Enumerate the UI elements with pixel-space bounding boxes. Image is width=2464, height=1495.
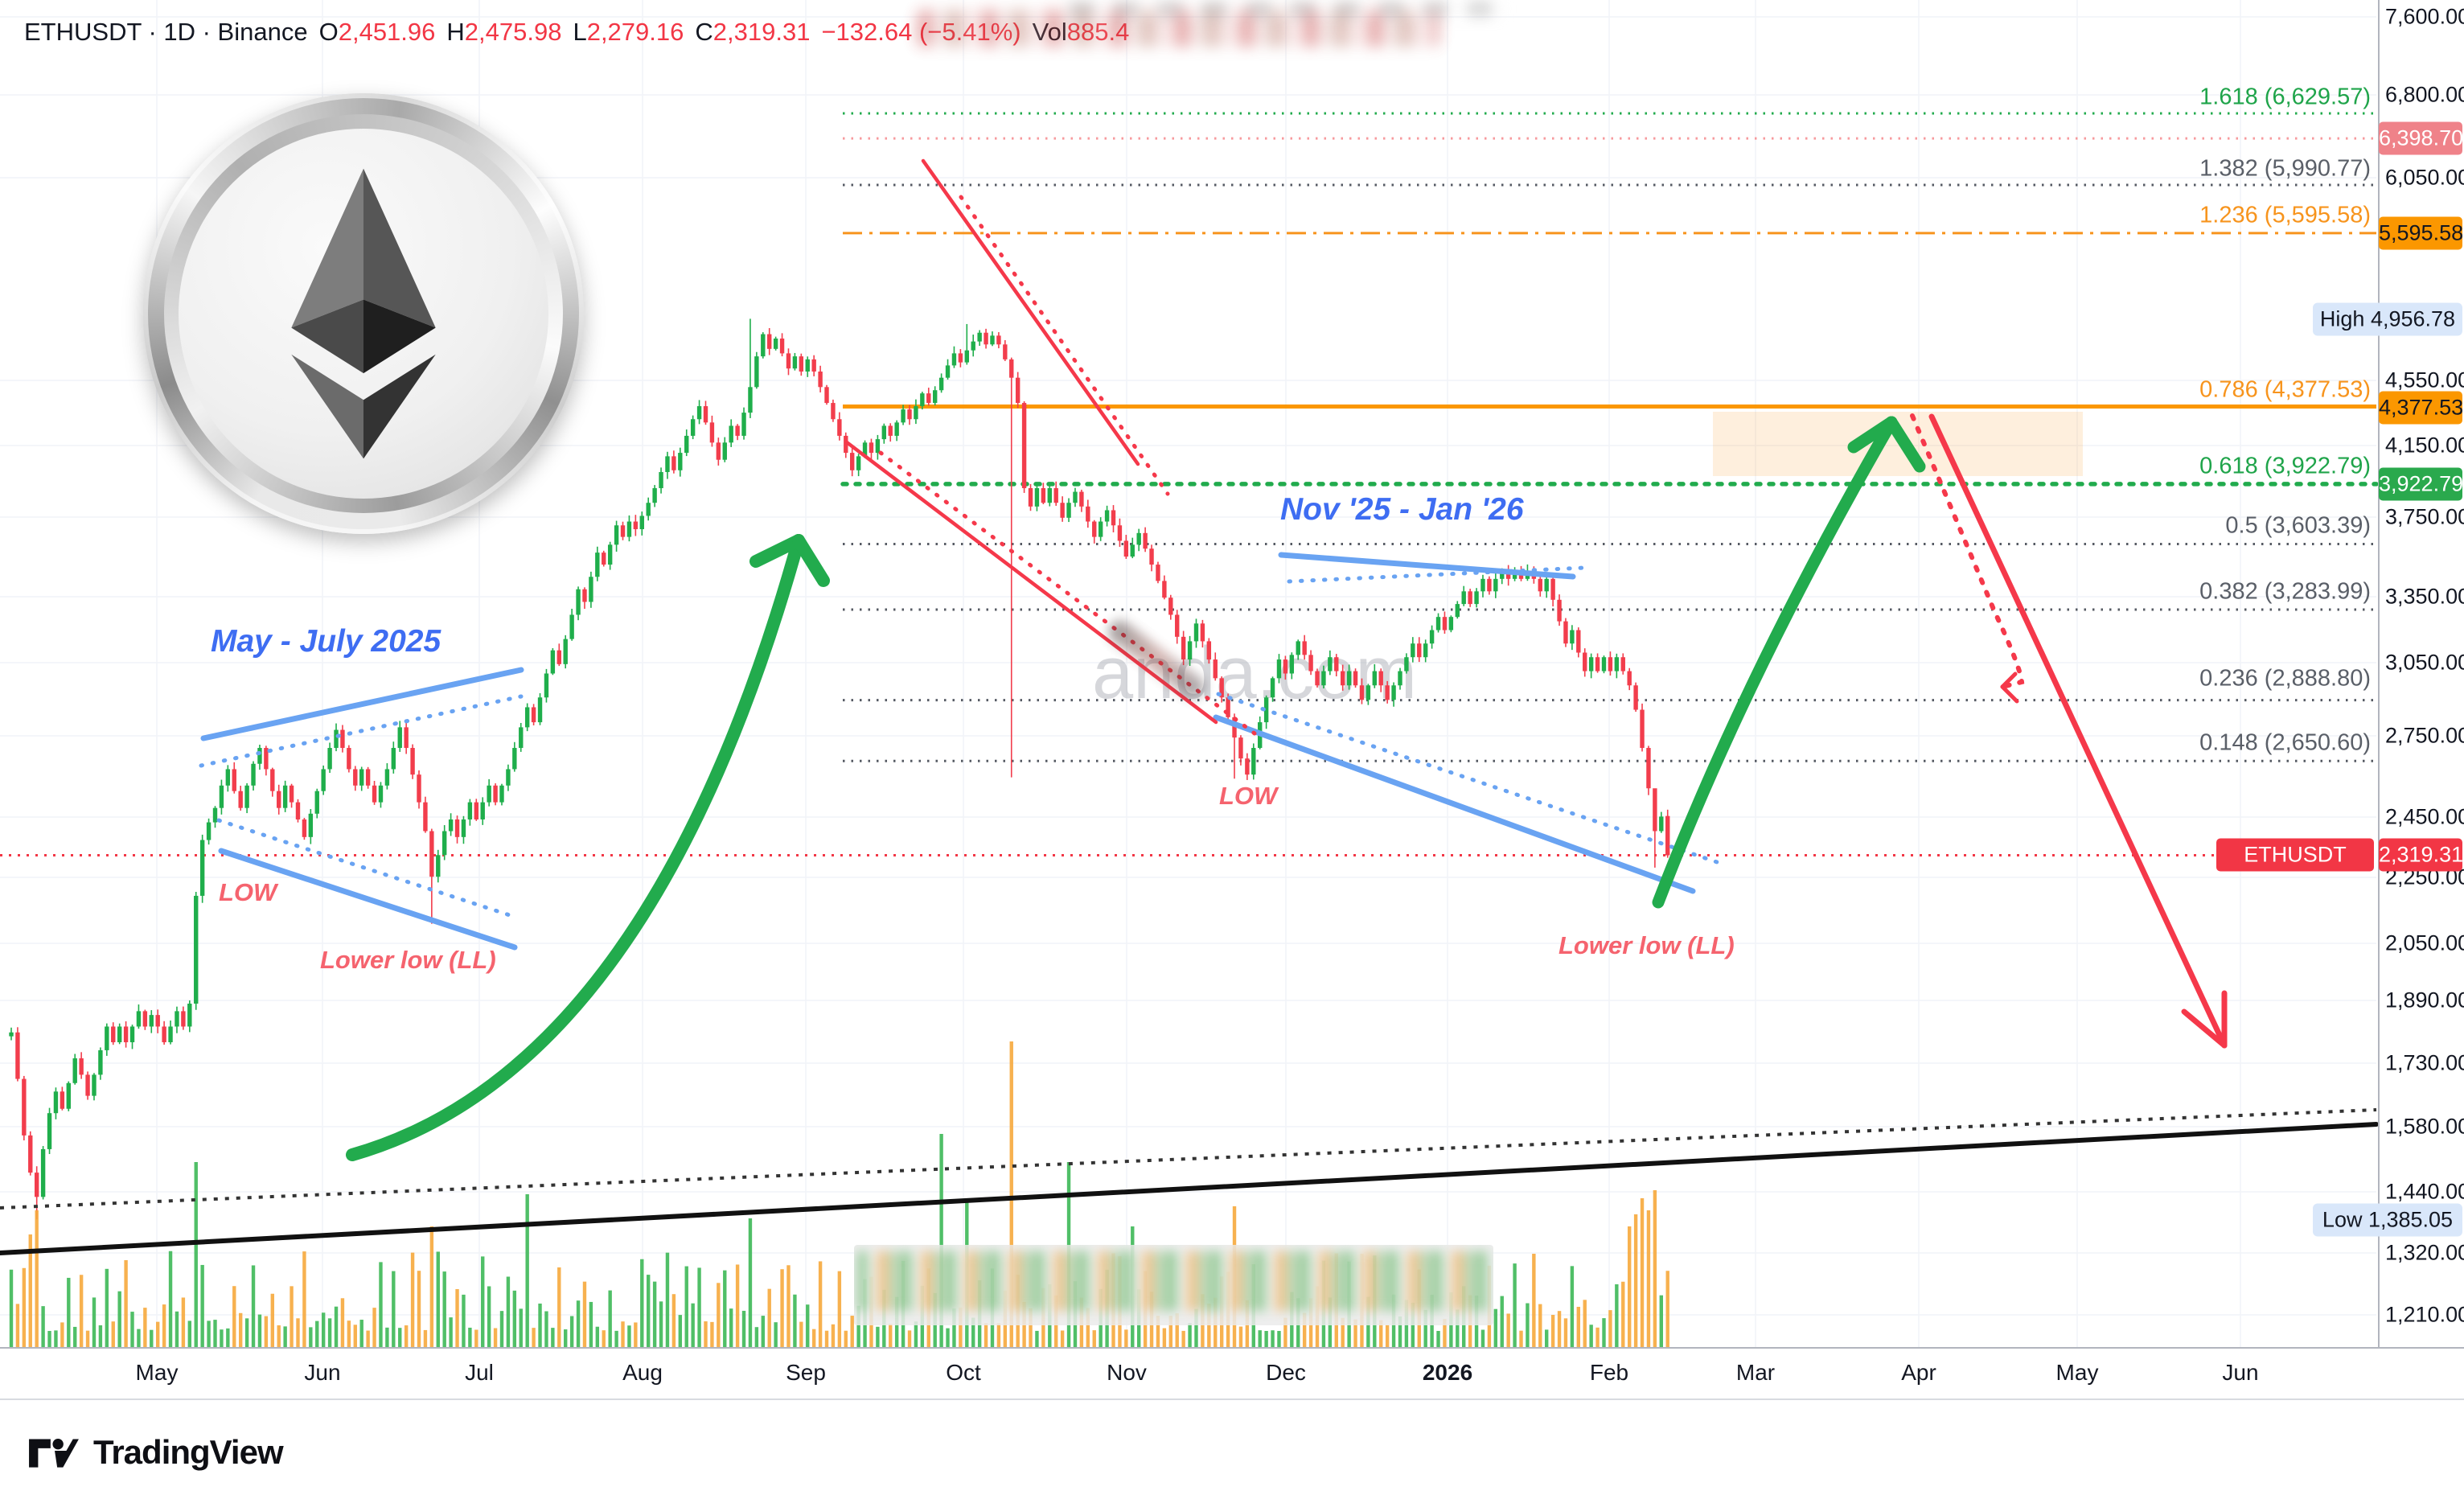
change-value: −132.64 (−5.41%) (821, 18, 1021, 46)
pattern1-title: May - July 2025 (211, 624, 441, 659)
month-label[interactable]: Sep (786, 1360, 826, 1385)
price-tick-label: 1,320.00 (2385, 1240, 2464, 1265)
price-tick-label: 2,050.00 (2385, 930, 2464, 955)
symbol-title[interactable]: ETHUSDT · 1D · Binance (24, 18, 308, 46)
fib-level-label: 0.236 (2,888.80) (2199, 665, 2371, 692)
low-label-2: LOW (1219, 782, 1278, 810)
low-value: 2,279.16 (586, 18, 684, 46)
time-axis[interactable] (0, 1347, 2464, 1400)
tradingview-brand: TradingView (93, 1433, 284, 1471)
censored-volume-band (854, 1245, 1493, 1325)
fib-level-label: 0.786 (4,377.53) (2199, 376, 2371, 403)
censored-top-smudge (1070, 0, 1504, 18)
fib-level-label: 1.618 (6,629.57) (2199, 84, 2371, 110)
month-label[interactable]: Aug (622, 1360, 663, 1385)
range-pill: High 4,956.78 (2313, 302, 2462, 336)
lower-low-label-2: Lower low (LL) (1558, 931, 1735, 959)
price-tick-label: 1,580.00 (2385, 1114, 2464, 1139)
fib-level-label: 0.5 (3,603.39) (2225, 512, 2371, 539)
fib-level-label: 1.382 (5,990.77) (2199, 155, 2371, 182)
price-tick-label: 3,750.00 (2385, 504, 2464, 529)
low-label: L2,279.16 (573, 18, 684, 46)
month-label[interactable]: Jun (304, 1360, 341, 1385)
ethereum-coin-badge (143, 93, 584, 534)
fib-level-label: 0.618 (3,922.79) (2199, 453, 2371, 479)
price-pill: 3,922.79 (2379, 467, 2463, 501)
symbol-price-pill: ETHUSDT (2216, 838, 2374, 872)
month-label[interactable]: Jul (465, 1360, 494, 1385)
high-label: H2,475.98 (446, 18, 562, 46)
price-pill: 4,377.53 (2379, 391, 2463, 425)
price-tick-label: 4,550.00 (2385, 368, 2464, 392)
price-pill: 6,398.70 (2379, 121, 2463, 155)
open-value: 2,451.96 (338, 18, 436, 46)
tradingview-footer[interactable]: TradingView (27, 1433, 284, 1472)
price-tick-label: 1,210.00 (2385, 1302, 2464, 1327)
volume-value: 885.4 (1067, 18, 1130, 46)
open-label: O2,451.96 (318, 18, 436, 46)
month-label[interactable]: 2026 (1422, 1360, 1473, 1385)
close-label: C2,319.31 (695, 18, 811, 46)
fib-level-label: 0.382 (3,283.99) (2199, 578, 2371, 605)
low-label-1: LOW (219, 878, 277, 906)
site-watermark: anda.com (1092, 632, 1417, 714)
range-pill: Low 1,385.05 (2313, 1203, 2462, 1237)
fib-level-label: 0.148 (2,650.60) (2199, 729, 2371, 756)
lower-low-label-1: Lower low (LL) (320, 946, 496, 974)
fib-level-label: 1.236 (5,595.58) (2199, 202, 2371, 228)
price-tick-label: 6,050.00 (2385, 165, 2464, 190)
high-value: 2,475.98 (464, 18, 562, 46)
ethereum-logo-icon (291, 168, 436, 459)
price-tick-label: 2,450.00 (2385, 804, 2464, 829)
censored-header-blur (917, 10, 1439, 47)
price-tick-label: 2,750.00 (2385, 723, 2464, 748)
month-label[interactable]: May (135, 1360, 179, 1385)
month-label[interactable]: Apr (1901, 1360, 1936, 1385)
price-tick-label: 1,890.00 (2385, 988, 2464, 1012)
month-label[interactable]: Nov (1107, 1360, 1147, 1385)
price-tick-label: 3,050.00 (2385, 650, 2464, 675)
tradingview-logo-icon (29, 1438, 79, 1468)
price-tick-label: 4,150.00 (2385, 433, 2464, 458)
price-tick-label: 7,600.00 (2385, 4, 2464, 29)
price-tick-label: 1,440.00 (2385, 1179, 2464, 1204)
month-label[interactable]: Oct (946, 1360, 981, 1385)
price-tick-label: 3,350.00 (2385, 584, 2464, 609)
month-label[interactable]: Feb (1589, 1360, 1629, 1385)
month-label[interactable]: Dec (1266, 1360, 1306, 1385)
pattern2-title: Nov '25 - Jan '26 (1280, 492, 1524, 527)
price-tick-label: 1,730.00 (2385, 1050, 2464, 1075)
month-label[interactable]: Mar (1735, 1360, 1776, 1385)
month-label[interactable]: Jun (2222, 1360, 2259, 1385)
price-tick-label: 6,800.00 (2385, 82, 2464, 107)
volume-label: Vol885.4 (1033, 18, 1130, 47)
close-value: 2,319.31 (713, 18, 811, 46)
month-label[interactable]: May (2055, 1360, 2099, 1385)
price-pill: 2,319.31 (2379, 838, 2463, 872)
price-pill: 5,595.58 (2379, 216, 2463, 250)
chart-legend[interactable]: ETHUSDT · 1D · Binance O2,451.96 H2,475.… (24, 14, 1129, 50)
